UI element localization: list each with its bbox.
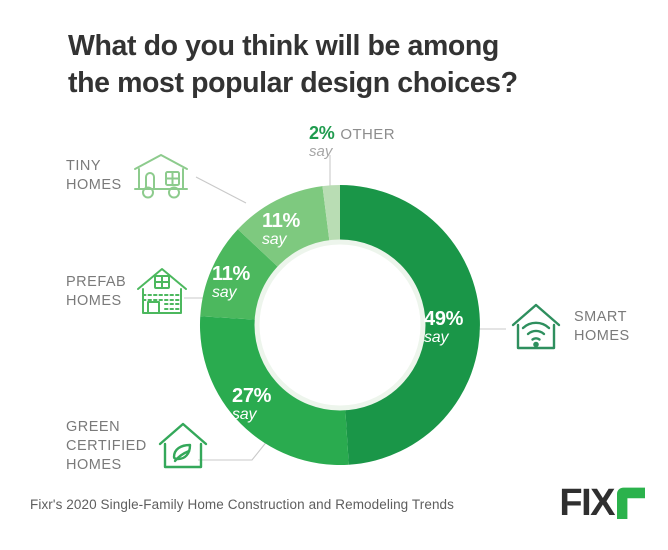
page-title-line-2: the most popular design choices? [68,67,518,100]
slice-say-other: say [309,143,333,160]
category-label-green-certified-homes-line2: CERTIFIED [66,437,147,454]
footer-source-note: Fixr's 2020 Single-Family Home Construct… [30,497,455,512]
category-label-green-certified-homes-line1: GREEN [66,419,121,435]
page-title-line-1: What do you think will be among [68,30,499,62]
category-smart-homes[interactable]: SMART HOMES [508,300,630,354]
fixr-logo-wordmark: FIX [559,482,615,525]
green-certified-leaf-home-icon [158,423,207,469]
donut-chart-svg [199,185,480,465]
donut-slice-green-certified-homes[interactable] [199,316,349,465]
donut-chart [199,180,480,470]
smart-home-wifi-icon [511,303,561,350]
category-label-green-certified-homes-line3: HOMES [66,456,122,473]
slice-pct-other: 2% [309,123,335,143]
slice-label-other: 2% OTHER say [309,124,395,159]
prefab-modular-home-icon [137,268,188,314]
fixr-logo[interactable]: FIX [559,482,646,525]
donut-slice-other[interactable] [322,185,340,245]
category-label-smart-homes-line1: SMART [574,309,627,326]
slice-name-other: OTHER [340,126,395,143]
category-prefab-homes[interactable]: PREFAB HOMES [66,265,190,319]
category-label-tiny-homes-line2: HOMES [66,177,122,193]
category-label-smart-homes-line2: HOMES [574,328,630,344]
category-label-green-certified-homes: GREEN CERTIFIED HOMES [66,418,147,475]
page-title: What do you think will be among the most… [68,28,588,102]
fixr-logo-r-mark-icon [617,487,645,519]
category-label-prefab-homes-line2: HOMES [66,293,122,309]
category-label-smart-homes: SMART HOMES [574,308,630,346]
category-label-prefab-homes-line1: PREFAB [66,274,127,291]
category-label-tiny-homes-line1: TINY [66,158,102,175]
donut-slice-smart-homes[interactable] [340,185,480,465]
category-label-prefab-homes: PREFAB HOMES [66,273,126,311]
category-label-tiny-homes: TINY HOMES [66,157,122,195]
category-green-certified-homes[interactable]: GREEN CERTIFIED HOMES [66,418,211,475]
category-tiny-homes[interactable]: TINY HOMES [66,150,192,202]
other-label-row: 2% OTHER [309,124,395,143]
tiny-home-trailer-icon [133,154,188,199]
donut-inner-ring [254,239,426,411]
